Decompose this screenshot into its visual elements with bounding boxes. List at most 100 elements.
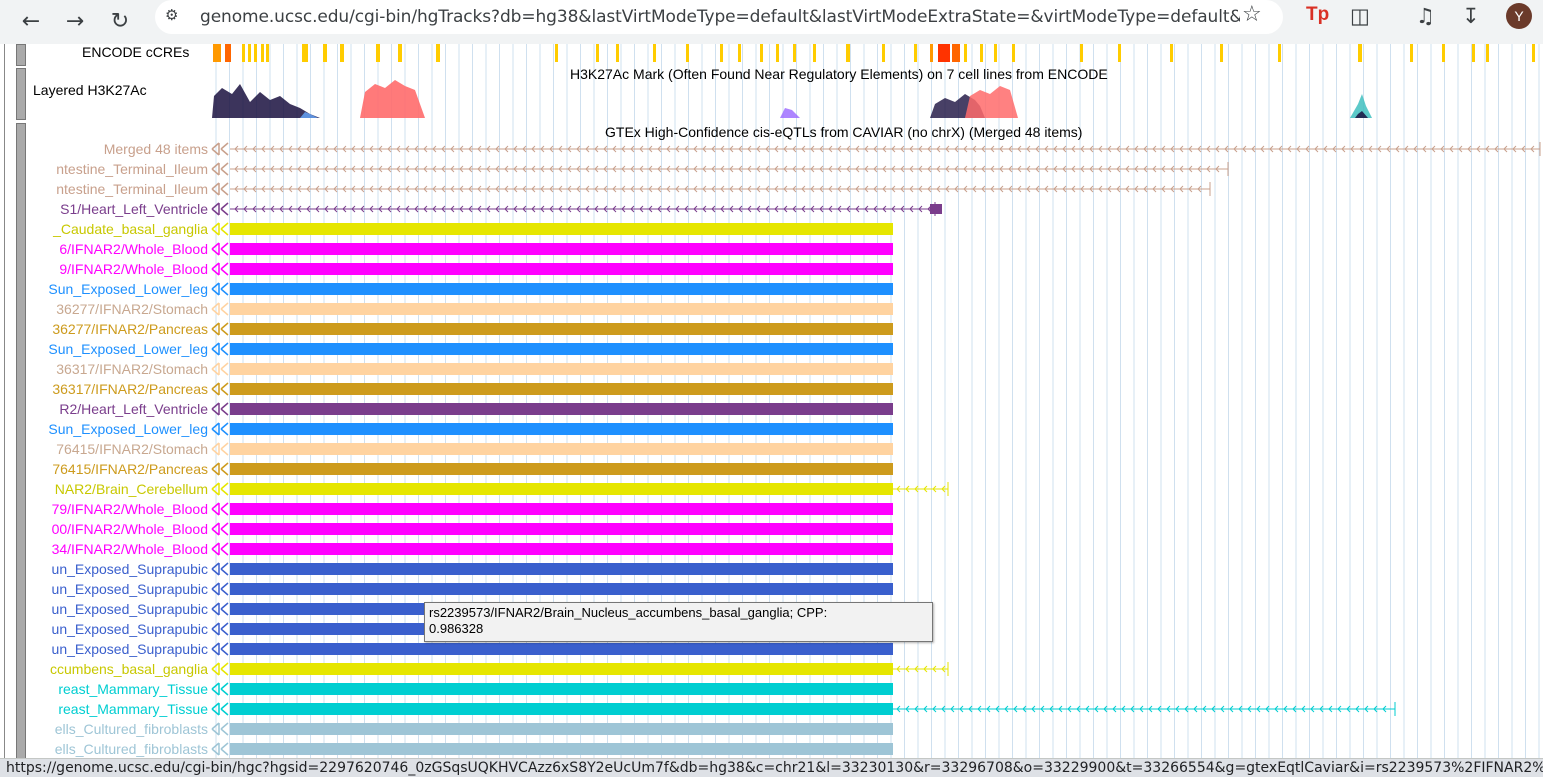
intron-chevron [873, 165, 878, 173]
eqtl-row-label[interactable]: 34/IFNAR2/Whole_Blood [30, 539, 208, 559]
intron-chevron [666, 165, 671, 173]
intron-chevron [1179, 185, 1184, 193]
intron-chevron [837, 185, 842, 193]
eqtl-bar [230, 263, 893, 275]
intron-chevron [414, 185, 419, 193]
eqtl-row-label-text: Sun_Exposed_Lower_leg [48, 421, 208, 437]
eqtl-row-label[interactable]: 36277/IFNAR2/Stomach [30, 299, 208, 319]
intron-chevron [324, 145, 329, 153]
back-icon[interactable]: ← [21, 8, 41, 34]
eqtl-bar [230, 563, 893, 575]
eqtl-bar [230, 683, 893, 695]
gtex-title: GTEx High-Confidence cis-eQTLs from CAVI… [605, 124, 1083, 140]
eqtl-row-label[interactable]: un_Exposed_Suprapubic [30, 579, 208, 599]
strand-arrow [211, 542, 220, 556]
reload-icon[interactable]: ↻ [110, 8, 130, 34]
eqtl-row-label[interactable]: 36317/IFNAR2/Stomach [30, 359, 208, 379]
eqtl-row-label[interactable]: ccumbens_basal_ganglia [30, 659, 208, 679]
eqtl-row-label[interactable]: 36277/IFNAR2/Pancreas [30, 319, 208, 339]
intron-chevron [891, 205, 896, 213]
intron-chevron [441, 185, 446, 193]
intron-chevron [1044, 165, 1049, 173]
intron-chevron [1310, 705, 1315, 713]
intron-chevron [1071, 145, 1076, 153]
strand-arrow [211, 482, 220, 496]
track-handle-gtex[interactable] [16, 123, 26, 758]
eqtl-row-label[interactable]: Sun_Exposed_Lower_leg [30, 419, 208, 439]
site-info-icon[interactable]: ⚙ [165, 6, 179, 24]
intron-chevron [693, 145, 698, 153]
track-image[interactable] [210, 44, 1543, 758]
eqtl-row-label[interactable]: reast_Mammary_Tissue [30, 699, 208, 719]
eqtl-row-label[interactable]: reast_Mammary_Tissue [30, 679, 208, 699]
intron-chevron [369, 205, 374, 213]
intron-chevron [477, 165, 482, 173]
bookmark-star-icon[interactable]: ☆ [1242, 2, 1262, 27]
eqtl-row-label[interactable]: un_Exposed_Suprapubic [30, 639, 208, 659]
intron-chevron [972, 145, 977, 153]
track-label-encode[interactable]: ENCODE cCREs [82, 44, 190, 60]
eqtl-row-label[interactable]: ntestine_Terminal_Ileum [30, 179, 208, 199]
intron-chevron [252, 185, 257, 193]
eqtl-row-label[interactable]: S1/Heart_Left_Ventricle [30, 199, 208, 219]
eqtl-row-label[interactable]: NAR2/Brain_Cerebellum [30, 479, 208, 499]
intron-chevron [923, 705, 928, 713]
eqtl-row-label[interactable]: 76415/IFNAR2/Pancreas [30, 459, 208, 479]
eqtl-row-label[interactable]: ntestine_Terminal_Ileum [30, 159, 208, 179]
eqtl-row-label[interactable]: Sun_Exposed_Lower_leg [30, 339, 208, 359]
address-bar[interactable]: ⚙ genome.ucsc.edu/cgi-bin/hgTracks?db=hg… [155, 0, 1283, 34]
intron-chevron [1197, 185, 1202, 193]
ccre-box [738, 44, 741, 62]
intron-chevron [378, 185, 383, 193]
eqtl-row-label[interactable]: un_Exposed_Suprapubic [30, 599, 208, 619]
url-text[interactable]: genome.ucsc.edu/cgi-bin/hgTracks?db=hg38… [200, 7, 1240, 27]
intron-chevron [972, 165, 977, 173]
eqtl-row-label[interactable]: ells_Cultured_fibroblasts [30, 739, 208, 758]
forward-icon[interactable]: → [65, 8, 85, 34]
intron-chevron [504, 165, 509, 173]
intron-chevron [1143, 145, 1148, 153]
eqtl-row-label[interactable]: ells_Cultured_fibroblasts [30, 719, 208, 739]
eqtl-row-label[interactable]: Merged 48 items [30, 139, 208, 159]
track-handle-h3k27ac[interactable] [16, 68, 26, 120]
media-playlist-icon[interactable]: ♫ [1416, 4, 1435, 28]
eqtl-row-label[interactable]: 9/IFNAR2/Whole_Blood [30, 259, 208, 279]
eqtl-row-label[interactable]: 76415/IFNAR2/Stomach [30, 439, 208, 459]
download-icon[interactable]: ↧ [1462, 4, 1480, 28]
intron-chevron [423, 205, 428, 213]
eqtl-row-label[interactable]: un_Exposed_Suprapubic [30, 559, 208, 579]
intron-chevron [495, 185, 500, 193]
ccre-box [686, 44, 689, 62]
intron-chevron [1449, 145, 1454, 153]
eqtl-row-label[interactable]: 36317/IFNAR2/Pancreas [30, 379, 208, 399]
intron-chevron [1013, 705, 1018, 713]
eqtl-row-label[interactable]: _Caudate_basal_ganglia [30, 219, 208, 239]
intron-chevron [756, 145, 761, 153]
eqtl-row-label[interactable]: 6/IFNAR2/Whole_Blood [30, 239, 208, 259]
ccre-box [760, 44, 763, 62]
intron-chevron [450, 185, 455, 193]
eqtl-row-label[interactable]: un_Exposed_Suprapubic [30, 619, 208, 639]
eqtl-row-label[interactable]: Sun_Exposed_Lower_leg [30, 279, 208, 299]
intron-chevron [639, 165, 644, 173]
intron-chevron [522, 205, 527, 213]
intron-chevron [1098, 145, 1103, 153]
extension-tp-icon[interactable]: Tp [1306, 4, 1330, 25]
extensions-puzzle-icon[interactable]: ◫ [1350, 4, 1370, 28]
profile-avatar[interactable]: Y [1506, 3, 1532, 29]
eqtl-row-label[interactable]: 00/IFNAR2/Whole_Blood [30, 519, 208, 539]
intron-chevron [279, 145, 284, 153]
intron-chevron [414, 205, 419, 213]
intron-chevron [846, 145, 851, 153]
intron-chevron [1157, 705, 1162, 713]
eqtl-row-label[interactable]: R2/Heart_Left_Ventricle [30, 399, 208, 419]
track-handle-encode[interactable] [16, 44, 26, 66]
intron-chevron [783, 165, 788, 173]
intron-chevron [1346, 705, 1351, 713]
intron-chevron [315, 185, 320, 193]
track-label-h3k27ac[interactable]: Layered H3K27Ac [33, 82, 147, 98]
intron-chevron [594, 165, 599, 173]
intron-chevron [1116, 145, 1121, 153]
eqtl-row-label[interactable]: 79/IFNAR2/Whole_Blood [30, 499, 208, 519]
intron-chevron [1098, 165, 1103, 173]
